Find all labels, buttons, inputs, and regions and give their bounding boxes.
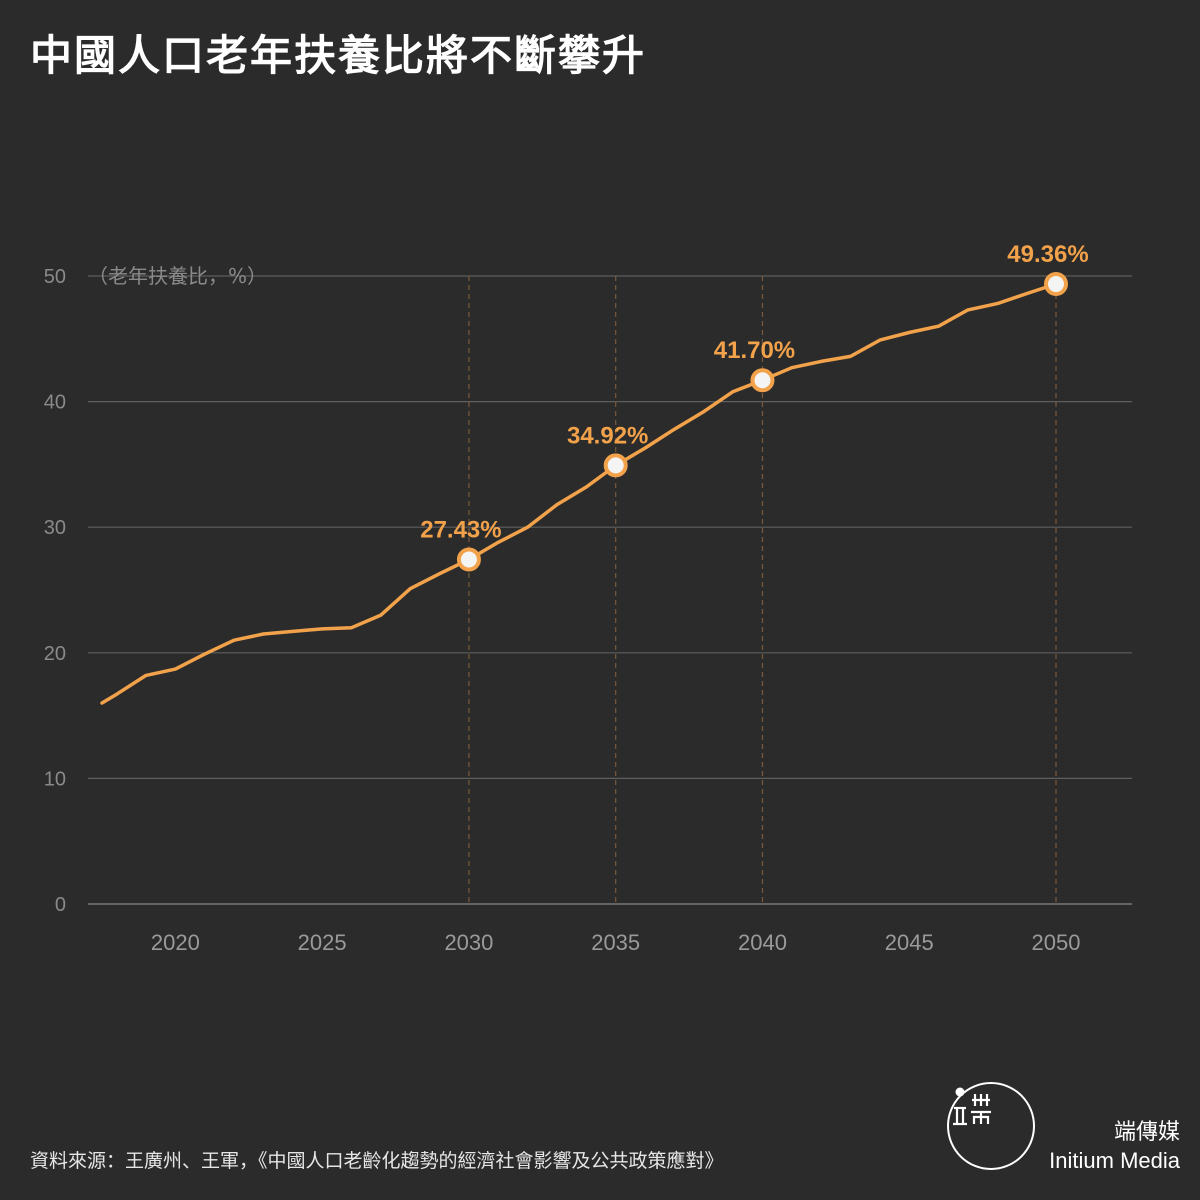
data-label-2035: 34.92% [567, 422, 648, 449]
brand-name-english: Initium Media [1049, 1148, 1180, 1173]
y-tick-label-20: 20 [44, 643, 66, 665]
y-axis-unit-label: （老年扶養比，%） [88, 264, 267, 288]
x-tick-label-2050: 2050 [1032, 930, 1081, 955]
x-tick-label-2025: 2025 [298, 930, 347, 955]
x-tick-label-2045: 2045 [885, 930, 934, 955]
x-tick-label-2030: 2030 [444, 930, 493, 955]
x-tick-label-2020: 2020 [151, 930, 200, 955]
highlight-point-2030 [456, 547, 481, 572]
y-tick-label-50: 50 [44, 266, 66, 288]
y-tick-label-10: 10 [44, 768, 66, 790]
series-layer [100, 282, 1058, 705]
grid-layer [88, 275, 1132, 905]
x-tick-label-2040: 2040 [738, 930, 787, 955]
x-tick-label-2035: 2035 [591, 930, 640, 955]
highlight-point-2050 [1044, 272, 1068, 297]
highlight-markers [456, 272, 1068, 572]
series-line-0 [100, 282, 1058, 705]
data-label-2040: 41.70% [714, 337, 795, 364]
data-label-2030: 27.43% [420, 516, 501, 543]
brand-name-chinese: 端傳媒 [1113, 1120, 1180, 1145]
source-note: 資料來源：王廣州、王軍，《中國人口老齡化趨勢的經濟社會影響及公共政策應對》 [30, 1150, 724, 1172]
y-tick-label-0: 0 [55, 894, 66, 916]
chart-title: 中國人口老年扶養比將不斷攀升 [30, 31, 647, 80]
data-labels: 27.43% 34.92% 41.70% 49.36% [420, 241, 1088, 543]
data-label-2050: 49.36% [1007, 241, 1088, 268]
y-tick-label-30: 30 [44, 517, 66, 539]
highlight-point-2040 [750, 368, 775, 393]
highlight-guides [468, 276, 1057, 904]
y-tick-label-40: 40 [44, 392, 66, 414]
highlight-point-2035 [603, 453, 628, 478]
initium-logo-icon [947, 1082, 1035, 1170]
